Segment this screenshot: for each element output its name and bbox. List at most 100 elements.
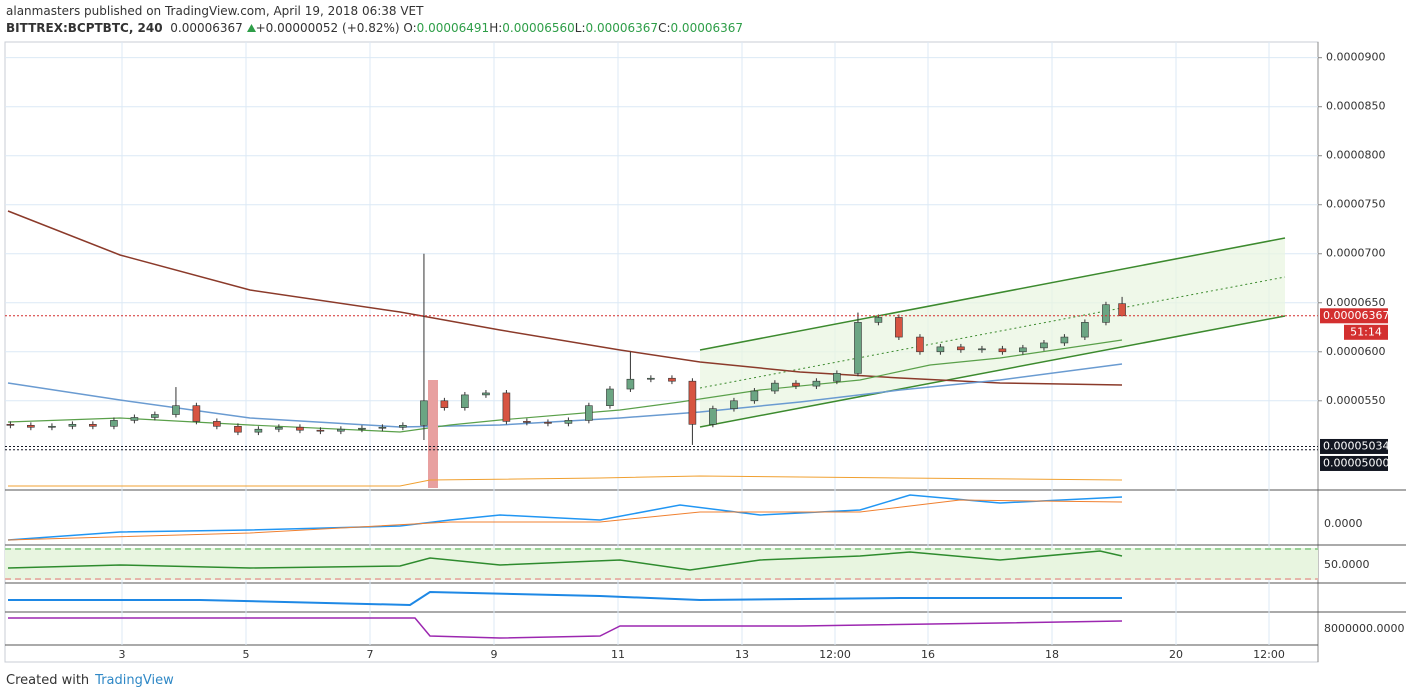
ohlc: O:0.00006491H:0.00006560L:0.00006367C:0.… xyxy=(403,21,743,35)
candle-body xyxy=(151,414,159,418)
x-tick-label: 3 xyxy=(118,648,125,661)
x-tick-label: 11 xyxy=(611,648,625,661)
candle-body xyxy=(440,400,449,408)
footer: Created with TradingView xyxy=(6,673,174,688)
x-tick-label: 7 xyxy=(367,648,374,661)
candle-body xyxy=(771,382,779,392)
candle-body xyxy=(358,427,366,430)
countdown-box xyxy=(1344,324,1388,340)
candle-body xyxy=(1081,322,1089,338)
candle-body xyxy=(523,421,531,423)
candle-body xyxy=(812,380,821,387)
candle-body xyxy=(874,317,883,323)
candle-body xyxy=(420,400,428,426)
pane-label: 8000000.0000 xyxy=(1324,622,1404,635)
y-tick-label: 0.0000750 xyxy=(1326,198,1386,211)
macd-signal xyxy=(7,499,1123,541)
price-label-box xyxy=(1320,455,1388,471)
up-arrow xyxy=(246,24,256,32)
ohlc-value: 0.00006491 xyxy=(416,21,490,35)
x-tick-label: 20 xyxy=(1169,648,1183,661)
ohlc-label: O: xyxy=(403,21,417,35)
candle-body xyxy=(936,346,945,353)
candle-body xyxy=(688,380,697,425)
candle-body xyxy=(998,348,1007,353)
x-tick-label: 12:00 xyxy=(1253,648,1285,661)
candle-body xyxy=(234,425,242,433)
candle-body xyxy=(916,336,924,353)
ohlc-label: L: xyxy=(574,21,586,35)
candle-body xyxy=(1019,347,1027,353)
last-price: 0.00006367 xyxy=(170,21,243,35)
header: alanmasters published on TradingView.com… xyxy=(6,3,743,37)
candle-body xyxy=(1040,342,1048,349)
candle-body xyxy=(172,405,180,415)
price-label-box xyxy=(1320,308,1388,324)
x-tick-label: 5 xyxy=(242,648,249,661)
y-tick-label: 0.0000600 xyxy=(1326,345,1386,358)
volume-spike xyxy=(428,380,438,488)
candle-body xyxy=(254,428,263,433)
candle-body xyxy=(544,422,552,424)
candle-body xyxy=(792,382,800,387)
channel-mid xyxy=(699,276,1286,389)
candle-body xyxy=(68,424,77,427)
price-label-box xyxy=(1320,438,1388,454)
channel-bottom xyxy=(699,315,1286,428)
candle-body xyxy=(709,408,717,425)
candle-body xyxy=(275,426,283,430)
channel-top xyxy=(699,237,1286,351)
ohlc-value: 0.00006560 xyxy=(502,21,575,35)
x-tick-label: 16 xyxy=(921,648,935,661)
candle-body xyxy=(750,390,759,402)
brand-link[interactable]: TradingView xyxy=(95,673,174,688)
candle-body xyxy=(502,392,511,422)
x-tick-label: 13 xyxy=(735,648,749,661)
x-tick-label: 12:00 xyxy=(819,648,851,661)
ohlc-label: C: xyxy=(658,21,671,35)
candle-body xyxy=(647,377,655,380)
symbol: BITTREX:BCPTBTC, 240 xyxy=(6,21,163,35)
ohlc-label: H: xyxy=(489,21,503,35)
candle-body xyxy=(833,373,841,382)
candle-body xyxy=(192,405,201,422)
pane-label: 50.0000 xyxy=(1324,558,1370,571)
candle-body xyxy=(1118,303,1126,317)
candle-body xyxy=(89,424,97,427)
moving-average-mid xyxy=(7,363,1123,428)
candle-body xyxy=(564,420,573,424)
y-tick-label: 0.0000550 xyxy=(1326,394,1386,407)
candle-body xyxy=(730,400,738,409)
x-tick-label: 18 xyxy=(1045,648,1059,661)
price-label: 0.00006367 xyxy=(1323,309,1389,322)
y-tick-label: 0.0000850 xyxy=(1326,100,1386,113)
obv-line xyxy=(8,617,1123,639)
rsi-line xyxy=(7,550,1123,571)
candle-body xyxy=(337,428,345,432)
price-label: 0.00005034 xyxy=(1323,439,1389,452)
candle-body xyxy=(316,429,325,432)
candle-body xyxy=(606,388,614,406)
candle-body xyxy=(482,392,490,396)
oscillator-line xyxy=(8,590,1122,607)
moving-average-slow xyxy=(7,210,1123,386)
ohlc-value: 0.00006367 xyxy=(585,21,659,35)
y-tick-label: 0.0000650 xyxy=(1326,296,1386,309)
y-tick-label: 0.0000700 xyxy=(1326,247,1386,260)
candle-body xyxy=(378,426,387,429)
volume-average xyxy=(8,475,1123,487)
author-line: alanmasters published on TradingView.com… xyxy=(6,4,424,18)
moving-average-fast xyxy=(7,339,1123,433)
candle-body xyxy=(130,417,139,421)
candle-body xyxy=(895,317,903,338)
candle-body xyxy=(6,424,15,426)
price-label: 0.00005000 xyxy=(1323,456,1389,469)
channel-fill xyxy=(700,238,1285,427)
countdown: 51:14 xyxy=(1350,325,1382,338)
candle-body xyxy=(585,405,593,421)
candle-body xyxy=(854,322,862,374)
candle-body xyxy=(626,378,635,390)
macd-line xyxy=(7,494,1123,541)
